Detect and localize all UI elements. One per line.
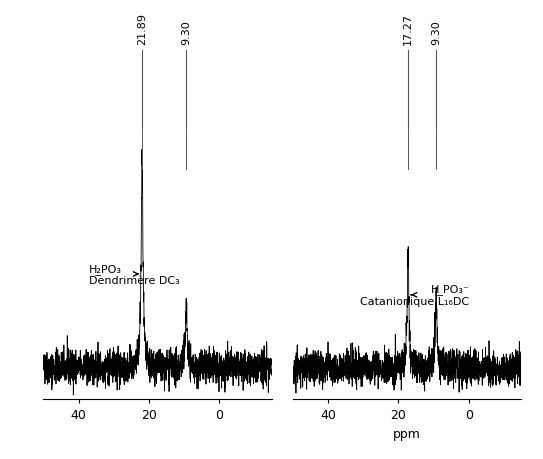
Text: 21.89: 21.89 [137,13,147,45]
X-axis label: ppm: ppm [393,427,421,440]
Text: 9.30: 9.30 [431,20,441,45]
Text: 17.27: 17.27 [403,13,413,45]
Text: 9.30: 9.30 [181,20,191,45]
Text: H₂̲PO₃
Dendrimère DC₃: H₂̲PO₃ Dendrimère DC₃ [89,263,180,285]
Text: H ̲PO₃⁻
Catanionique L₁₆DC: H ̲PO₃⁻ Catanionique L₁₆DC [359,284,469,307]
